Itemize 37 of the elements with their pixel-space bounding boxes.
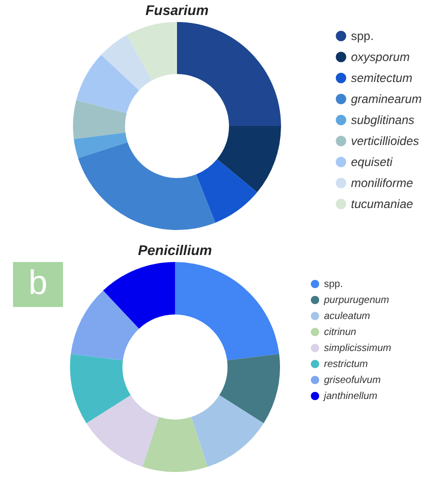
donut-slice xyxy=(126,22,177,80)
legend-label: semitectum xyxy=(351,71,412,85)
donut-slice xyxy=(196,159,258,223)
chart-title: Penicillium xyxy=(138,242,212,258)
text: b xyxy=(13,262,63,307)
donut-slice xyxy=(191,395,264,467)
legend-label: spp. xyxy=(351,29,374,43)
legend-label: citrinun xyxy=(324,327,357,338)
chart-title: Fusarium xyxy=(145,2,209,18)
donut-slice xyxy=(70,354,131,424)
donut-slice xyxy=(86,395,159,467)
donut-slice xyxy=(101,34,152,90)
donut-slice xyxy=(74,132,128,158)
legend-label: restrictum xyxy=(324,359,368,370)
legend-label: griseofulvum xyxy=(324,375,381,386)
legend-label: purpurugenum xyxy=(323,295,390,306)
legend-label: moniliforme xyxy=(351,176,414,190)
legend-label: spp. xyxy=(324,279,343,290)
legend-label: janthinellum xyxy=(322,391,378,402)
donut-slice xyxy=(70,290,140,360)
legend-label: aculeatum xyxy=(324,311,370,322)
legend-label: graminearum xyxy=(351,92,422,106)
legend-label: oxysporum xyxy=(351,50,410,64)
legend-label: verticillioides xyxy=(351,134,420,148)
donut-slice xyxy=(76,54,140,114)
legend-label: tucumaniae xyxy=(351,197,414,211)
donut-slice xyxy=(78,142,216,230)
donut-slice xyxy=(142,416,208,472)
donut-slice xyxy=(217,126,281,192)
donut-slice xyxy=(219,354,280,424)
legend-label: equiseti xyxy=(351,155,393,169)
donut-slice xyxy=(103,262,175,329)
donut-slice xyxy=(177,22,281,126)
legend-label: subglitinans xyxy=(351,113,414,127)
legend-label: simplicissimum xyxy=(324,343,392,354)
donut-slice xyxy=(73,100,127,140)
donut-slice xyxy=(175,262,280,360)
